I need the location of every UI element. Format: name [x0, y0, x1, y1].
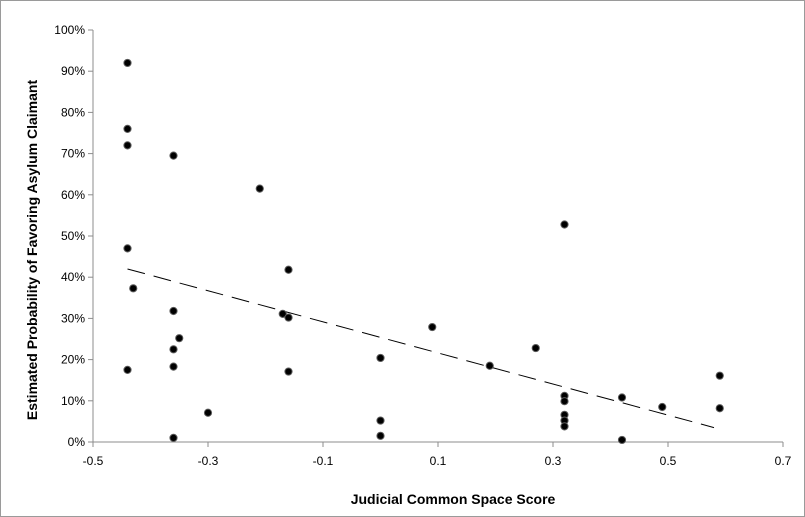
y-tick-label: 60%: [61, 188, 85, 202]
data-point: [169, 306, 178, 316]
y-tick-label: 10%: [61, 394, 85, 408]
y-tick-label: 100%: [54, 23, 85, 37]
data-points: [123, 58, 724, 445]
y-tick-label: 40%: [61, 270, 85, 284]
trend-line: [127, 268, 715, 429]
axes: [92, 30, 783, 443]
y-tick-label: 30%: [61, 311, 85, 325]
y-tick-label: 80%: [61, 105, 85, 119]
data-point: [129, 284, 138, 293]
x-axis-title: Judicial Common Space Score: [351, 491, 556, 507]
data-point: [169, 151, 178, 160]
x-tick-label: -0.1: [313, 454, 334, 468]
data-point: [123, 58, 132, 68]
data-point: [531, 343, 540, 353]
x-tick-label: -0.5: [83, 454, 104, 468]
y-tick-label: 20%: [61, 353, 85, 367]
y-tick-label: 50%: [61, 229, 85, 243]
data-point: [376, 431, 385, 440]
x-tick-label: -0.3: [198, 454, 219, 468]
data-point: [485, 361, 494, 370]
data-point: [560, 220, 569, 229]
data-point: [560, 397, 569, 406]
data-point: [376, 353, 385, 363]
data-point: [169, 345, 178, 354]
data-point: [617, 435, 627, 445]
data-point: [658, 402, 667, 412]
data-point: [169, 433, 178, 442]
data-point: [560, 422, 569, 431]
y-tick-label: 90%: [61, 64, 85, 78]
y-axis-title: Estimated Probability of Favoring Asylum…: [24, 80, 40, 421]
data-point: [278, 309, 287, 318]
y-tick-label: 70%: [61, 147, 85, 161]
x-tick-label: 0.3: [545, 454, 562, 468]
data-point: [203, 408, 213, 417]
data-point: [284, 313, 293, 322]
data-point: [123, 124, 132, 133]
data-point: [123, 365, 132, 374]
x-tick-label: 0.1: [430, 454, 447, 468]
x-tick-label: 0.5: [660, 454, 677, 468]
x-tick-label: 0.7: [775, 454, 792, 468]
data-point: [175, 334, 184, 343]
data-point: [284, 367, 293, 376]
data-point: [255, 184, 264, 193]
data-point: [376, 416, 385, 425]
data-point: [617, 393, 627, 402]
data-point: [169, 362, 178, 371]
data-point: [715, 371, 724, 380]
data-point: [284, 265, 293, 274]
data-point: [123, 141, 132, 150]
x-axis-ticks: -0.5 -0.3 -0.1 0.1 0.3 0.5 0.7: [83, 442, 792, 468]
y-axis-ticks: 0% 10% 20% 30% 40% 50% 60% 70% 80% 90% 100%: [54, 23, 93, 449]
data-point: [715, 404, 724, 413]
y-tick-label: 0%: [68, 435, 86, 449]
data-point: [428, 322, 437, 332]
data-point: [123, 244, 132, 253]
